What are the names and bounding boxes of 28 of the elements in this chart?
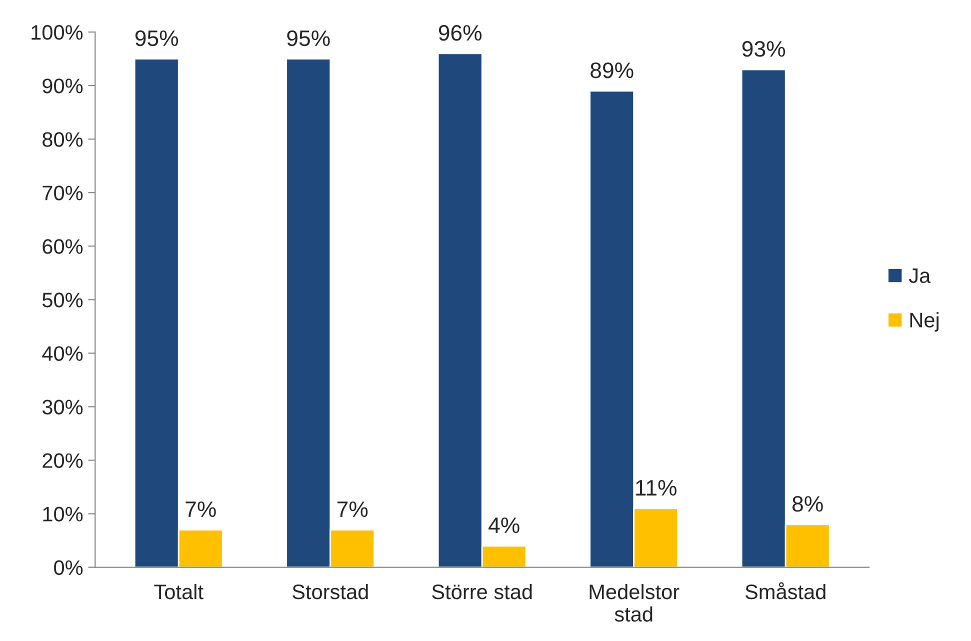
data-label: 93%	[742, 41, 786, 57]
y-tick-label: 100%	[32, 25, 83, 40]
y-tick-label: 10%	[43, 506, 83, 522]
x-tick-label: Större stad	[432, 584, 532, 600]
y-tick-label: 40%	[42, 346, 83, 361]
y-tick-label: 70%	[42, 186, 83, 200]
data-label: 7%	[337, 501, 368, 518]
x-tick-label: Medelstor stad	[590, 584, 680, 622]
data-label: 89%	[590, 62, 634, 78]
data-label: 95%	[135, 30, 178, 46]
legend-label: Nej	[910, 312, 938, 332]
y-tick-label: 30%	[42, 400, 83, 414]
legend-label: Ja	[908, 268, 931, 284]
data-label: 95%	[287, 30, 330, 46]
y-tick-label: 80%	[42, 132, 83, 147]
y-tick-label: 20%	[42, 453, 83, 468]
data-label: 4%	[488, 518, 520, 534]
x-tick-label: Storstad	[292, 584, 368, 600]
data-label: 96%	[438, 25, 482, 41]
y-tick-label: 60%	[42, 239, 83, 254]
y-tick-label: 90%	[42, 78, 83, 94]
y-tick-label: 50%	[42, 292, 83, 308]
y-tick-label: 0%	[54, 560, 83, 576]
data-label: 8%	[792, 496, 823, 512]
data-label: 7%	[186, 501, 216, 518]
x-tick-label: Småstad	[745, 582, 826, 600]
x-tick-label: Totalt	[154, 584, 204, 600]
data-label: 11%	[636, 480, 676, 496]
